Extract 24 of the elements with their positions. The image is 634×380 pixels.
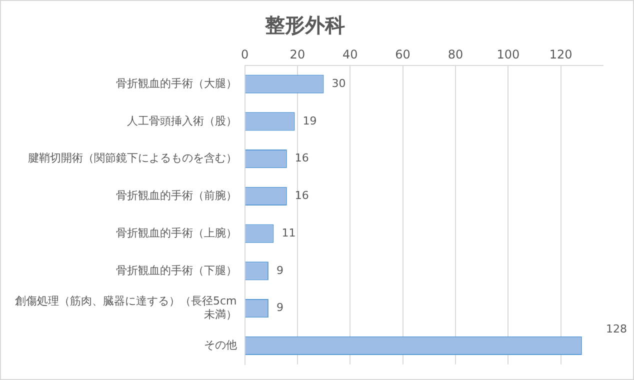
y-tick-label: 骨折観血的手術（下腿） [116,264,237,277]
data-label: 9 [276,301,284,314]
data-label: 9 [276,264,284,277]
x-tick-label: 0 [240,47,249,62]
data-label: 19 [302,114,317,128]
x-tick-label: 80 [448,47,464,62]
y-tick-label: 人工骨頭挿入術（股） [126,114,237,128]
x-tick-label: 100 [496,47,520,62]
y-tick-label: 腱鞘切開術（関節鏡下によるものを含む） [28,152,237,165]
data-label: 128 [606,322,627,336]
x-tick-label: 40 [342,47,358,62]
y-tick-label: 骨折観血的手術（前腕） [116,189,237,202]
data-label: 16 [294,189,309,202]
y-tick-label: 骨折観血的手術（大腿） [116,76,237,90]
y-tick-label: 骨折観血的手術（上腕） [116,226,237,240]
x-tick-label: 120 [549,47,572,62]
chart-title: 整形外科 [264,13,345,38]
x-tick-label: 20 [290,47,306,62]
y-tick-label: その他 [204,338,237,352]
data-label: 30 [332,76,346,90]
data-label: 16 [294,152,309,165]
x-tick-label: 60 [395,47,410,62]
y-tick-label: 創傷処理（筋肉、臓器に達する）（長径5cm未満） [14,294,237,321]
data-label: 11 [282,226,296,240]
